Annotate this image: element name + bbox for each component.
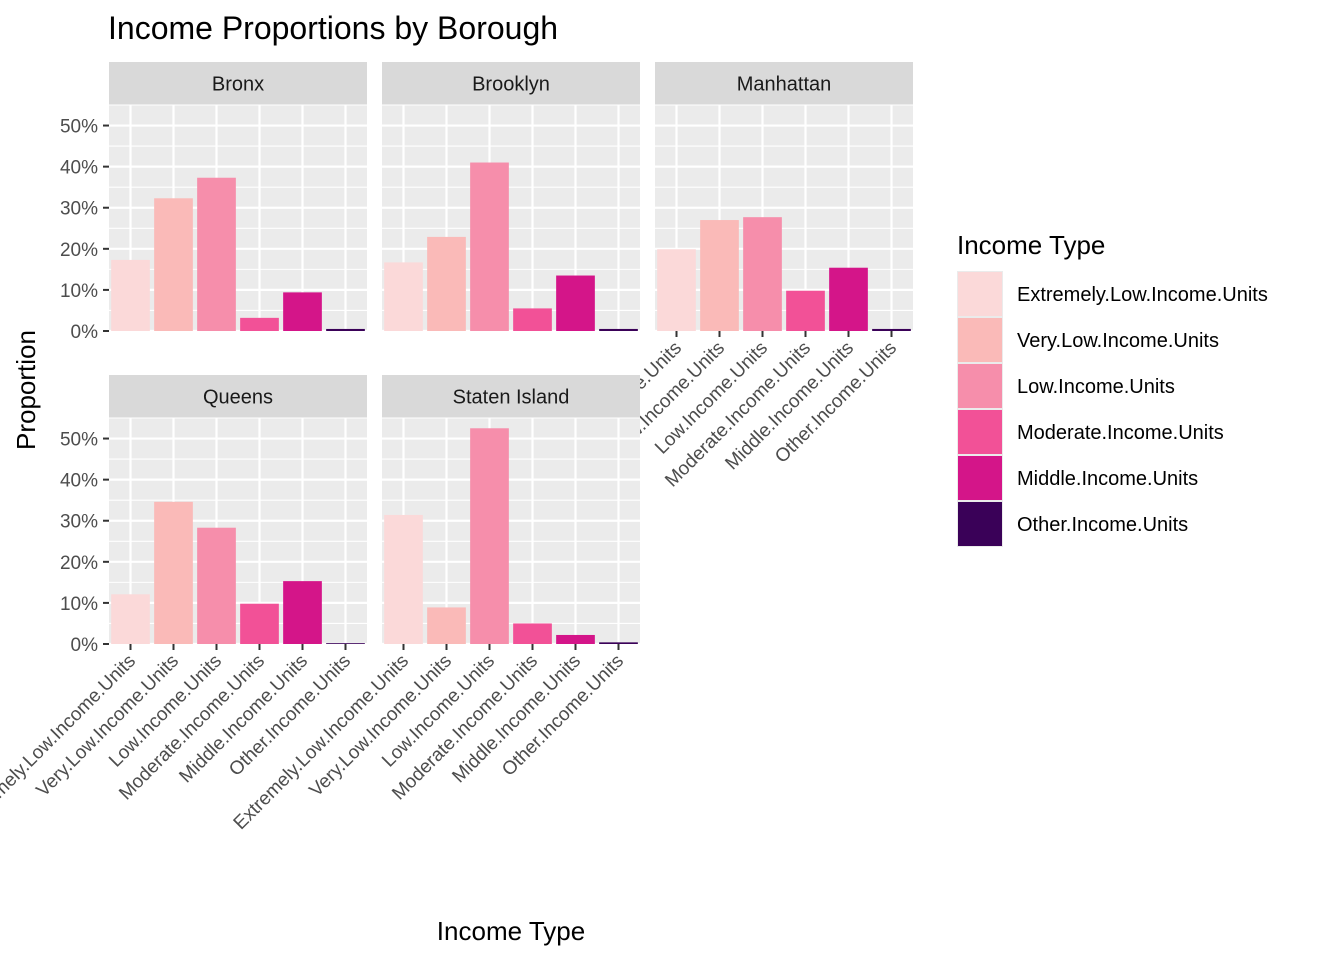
y-tick-label: 40% xyxy=(60,471,98,492)
bar-bronx-low-income-units xyxy=(197,177,236,331)
legend-label: Very.Low.Income.Units xyxy=(1017,330,1219,352)
bar-queens-low-income-units xyxy=(197,527,236,644)
bar-brooklyn-extremely-low-income-units xyxy=(384,262,423,331)
bar-staten-island-other-income-units xyxy=(599,642,638,644)
bar-manhattan-very-low-income-units xyxy=(700,220,739,331)
bar-manhattan-middle-income-units xyxy=(829,267,868,331)
bar-brooklyn-very-low-income-units xyxy=(427,236,466,331)
bar-manhattan-extremely-low-income-units xyxy=(657,249,696,331)
bar-bronx-very-low-income-units xyxy=(154,198,193,331)
legend-label: Other.Income.Units xyxy=(1017,514,1188,536)
bar-staten-island-extremely-low-income-units xyxy=(384,514,423,644)
legend-key-swatch xyxy=(958,410,1002,454)
bar-manhattan-low-income-units xyxy=(743,217,782,331)
facet-strip-label: Manhattan xyxy=(737,74,832,96)
legend-label: Low.Income.Units xyxy=(1017,376,1175,398)
bar-staten-island-low-income-units xyxy=(470,428,509,644)
y-tick-label: 30% xyxy=(60,199,98,220)
legend-entry-extremely-low-income-units: Extremely.Low.Income.Units xyxy=(957,271,1268,317)
bar-bronx-extremely-low-income-units xyxy=(111,259,150,331)
facet-manhattan: ManhattanExtremely.Low.Income.UnitsVery.… xyxy=(503,62,913,521)
y-tick-label: 50% xyxy=(60,117,98,138)
x-axis-title: Income Type xyxy=(437,916,585,946)
legend-key-swatch xyxy=(958,502,1002,546)
y-tick-label: 20% xyxy=(60,240,98,261)
facet-strip-label: Brooklyn xyxy=(472,74,550,96)
bar-queens-other-income-units xyxy=(326,643,365,644)
bar-brooklyn-moderate-income-units xyxy=(513,308,552,331)
y-tick-label: 0% xyxy=(71,635,99,656)
legend-label: Moderate.Income.Units xyxy=(1017,422,1224,444)
facet-strip-label: Staten Island xyxy=(453,387,570,409)
legend-label: Middle.Income.Units xyxy=(1017,468,1198,490)
bar-staten-island-middle-income-units xyxy=(556,634,595,644)
y-axis-title: Proportion xyxy=(11,330,41,450)
panel-background xyxy=(109,105,367,331)
facet-strip xyxy=(109,375,367,418)
bar-bronx-other-income-units xyxy=(326,328,365,331)
legend-entry-middle-income-units: Middle.Income.Units xyxy=(957,455,1198,501)
y-tick-label: 40% xyxy=(60,158,98,179)
legend-key-swatch xyxy=(958,318,1002,362)
facet-panels: Bronx 0% 10% 20% 30% 40% 50% BrooklynManhattanE… xyxy=(0,62,913,834)
legend-title: Income Type xyxy=(957,230,1105,260)
y-tick-label: 50% xyxy=(60,430,98,451)
facet-bronx: Bronx 0% 10% 20% 30% 40% 50% xyxy=(60,62,367,343)
legend-entry-moderate-income-units: Moderate.Income.Units xyxy=(957,409,1224,455)
legend-entry-low-income-units: Low.Income.Units xyxy=(957,363,1175,409)
y-tick-label: 0% xyxy=(71,322,99,343)
bar-staten-island-moderate-income-units xyxy=(513,623,552,644)
bar-queens-moderate-income-units xyxy=(240,603,279,644)
panel-background xyxy=(382,418,640,644)
facet-strip-label: Queens xyxy=(203,387,273,409)
y-tick-label: 30% xyxy=(60,512,98,533)
panel-background xyxy=(655,105,913,331)
chart-title: Income Proportions by Borough xyxy=(108,10,558,46)
bar-staten-island-very-low-income-units xyxy=(427,607,466,644)
legend-key-swatch xyxy=(958,456,1002,500)
facet-strip xyxy=(109,62,367,105)
legend: Income Type Extremely.Low.Income.Units Ve… xyxy=(957,230,1268,547)
panel-background xyxy=(382,105,640,331)
bar-bronx-moderate-income-units xyxy=(240,317,279,331)
y-tick-label: 20% xyxy=(60,553,98,574)
y-tick-label: 10% xyxy=(60,594,98,615)
bar-brooklyn-low-income-units xyxy=(470,162,509,331)
facet-strip xyxy=(382,375,640,418)
legend-key-swatch xyxy=(958,364,1002,408)
bar-bronx-middle-income-units xyxy=(283,292,322,331)
panel-background xyxy=(109,418,367,644)
bar-manhattan-other-income-units xyxy=(872,328,911,331)
legend-label: Extremely.Low.Income.Units xyxy=(1017,284,1268,306)
y-tick-label: 10% xyxy=(60,281,98,302)
bar-queens-very-low-income-units xyxy=(154,501,193,644)
legend-key-swatch xyxy=(958,272,1002,316)
bar-brooklyn-middle-income-units xyxy=(556,275,595,331)
legend-entry-very-low-income-units: Very.Low.Income.Units xyxy=(957,317,1219,363)
facet-brooklyn: Brooklyn xyxy=(382,62,640,333)
legend-entry-other-income-units: Other.Income.Units xyxy=(957,501,1188,547)
bar-queens-middle-income-units xyxy=(283,581,322,644)
bar-brooklyn-other-income-units xyxy=(599,328,638,331)
facet-strip-label: Bronx xyxy=(212,74,264,96)
facet-strip xyxy=(655,62,913,105)
bar-queens-extremely-low-income-units xyxy=(111,594,150,644)
bar-manhattan-moderate-income-units xyxy=(786,290,825,331)
facet-strip xyxy=(382,62,640,105)
